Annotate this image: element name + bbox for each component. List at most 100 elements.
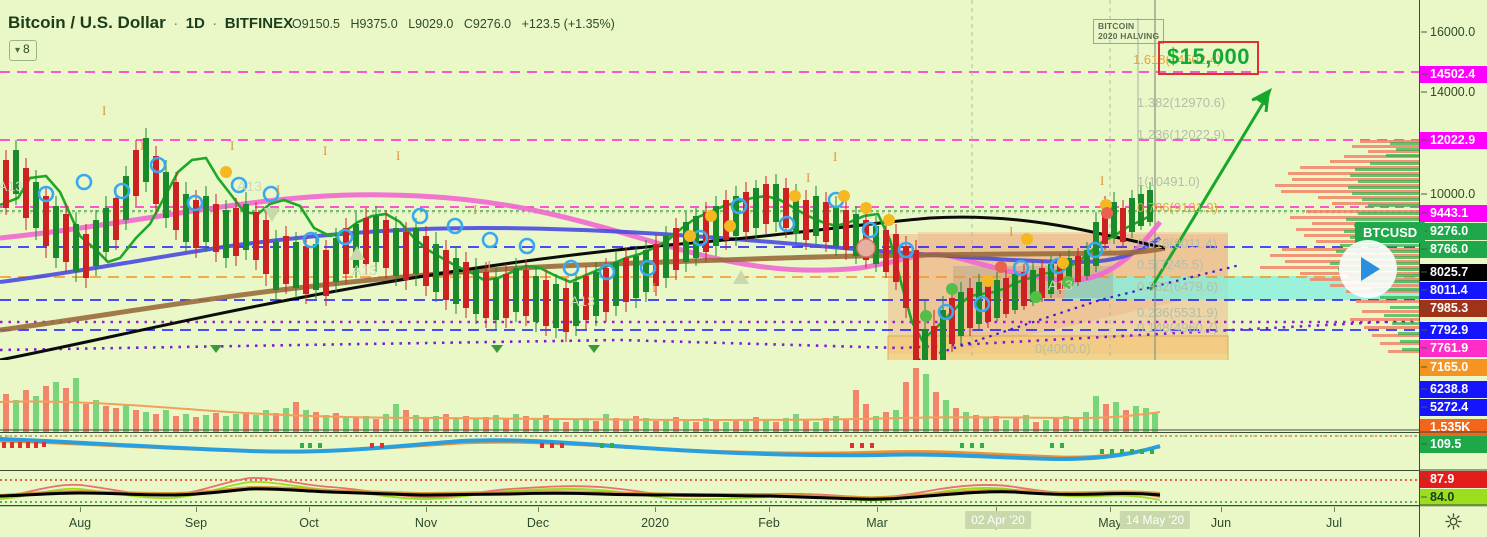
symbol-interval[interactable]: 1D [185, 15, 205, 32]
chart-header: Bitcoin / U.S. Dollar · 1D · BITFINEX O9… [0, 0, 1487, 61]
price-badge-1535k[interactable]: 1.535K [1420, 419, 1487, 436]
svg-text:I: I [140, 138, 144, 153]
legend-separator-2: · [212, 15, 218, 32]
price-badge-7761[interactable]: 7761.9 [1420, 340, 1487, 357]
time-label-sep: Sep [184, 516, 208, 530]
halving-event-label[interactable]: BITCOIN 2020 HALVING [1093, 19, 1165, 44]
play-icon[interactable] [1339, 240, 1397, 298]
gear-icon [1445, 513, 1462, 530]
ind1-blue-line [0, 437, 1161, 462]
price-badge-109[interactable]: 109.5 [1420, 436, 1487, 453]
signal-dots [220, 166, 1113, 322]
price-badge-5272[interactable]: 5272.4 [1420, 399, 1487, 416]
indicator-pane-2[interactable] [0, 470, 1419, 506]
volume-pane[interactable] [0, 360, 1419, 432]
ohlc-close: C9276.0 [463, 17, 512, 31]
time-badge-apr-02[interactable]: 02 Apr '20 [965, 511, 1031, 529]
fib-label-1236: 1.236(12022.9) [1137, 127, 1226, 142]
volume-pane-canvas [0, 368, 1419, 432]
fib-label-0236: 0.236(5531.9) [1137, 305, 1218, 320]
ohlc-low: L9029.0 [408, 17, 454, 31]
symbol-watermark-badge[interactable]: BTCUSD [1355, 222, 1426, 243]
symbol-name[interactable]: Bitcoin / U.S. Dollar [8, 13, 166, 32]
time-scale[interactable]: Aug Sep Oct Nov Dec 2020 Feb Mar Apr May… [0, 506, 1487, 537]
chevron-down-icon: ▾ [15, 45, 21, 56]
play-triangle [1361, 257, 1380, 281]
time-label-jun: Jun [1210, 516, 1232, 530]
indicator-2-canvas [0, 477, 1419, 503]
indicator-pane-1[interactable] [0, 432, 1419, 470]
fib-label-0618: 0.618(8011.4) [1137, 236, 1217, 251]
fib-label-1382: 1.382(12970.6) [1137, 95, 1226, 110]
chart-settings-button[interactable] [1419, 506, 1487, 537]
bar-index-markers: I I I I I I I I I I I I I [102, 103, 1104, 295]
time-badge-may-14[interactable]: 14 May '20 [1119, 511, 1191, 529]
fib-label-1: 1(10491.0) [1137, 174, 1200, 189]
annotation-a13-low: A13 [1048, 277, 1073, 293]
volume-bars [3, 368, 1158, 432]
projection-arrow [1148, 88, 1272, 291]
indicator-count: 8 [23, 42, 30, 56]
halving-line-2: 2020 HALVING [1098, 31, 1160, 41]
price-badge-9443[interactable]: 9443.1 [1420, 205, 1487, 222]
price-pane[interactable]: I I I I I I I I I I I I I [0, 0, 1419, 360]
indicator-1-canvas [0, 435, 1419, 462]
legend-separator-1: · [173, 15, 179, 32]
svg-text:I: I [396, 148, 400, 163]
candlestick-series [3, 128, 1153, 360]
ma-black [0, 215, 1166, 360]
time-label-aug: Aug [68, 516, 92, 530]
svg-text:I: I [102, 103, 106, 118]
price-badge-7792[interactable]: 7792.9 [1420, 322, 1487, 339]
fib-label-1618: 1.618(14502.4) [1133, 52, 1222, 67]
price-badge-6238[interactable]: 6238.8 [1420, 381, 1487, 398]
svg-text:I: I [230, 138, 234, 153]
price-tick-14000: 14000.0 [1430, 85, 1476, 99]
price-scale[interactable]: 16000.0 14502.4 14000.0 12022.9 10000.0 … [1419, 0, 1487, 506]
time-label-nov: Nov [414, 516, 438, 530]
price-badge-8011[interactable]: 8011.4 [1420, 282, 1487, 299]
svg-text:I: I [487, 258, 491, 273]
svg-text:I: I [323, 143, 327, 158]
symbol-exchange[interactable]: BITFINEX [224, 15, 294, 32]
annotation-a13-left: A13 [0, 178, 23, 194]
signal-circles [37, 156, 1104, 321]
price-badge-7985[interactable]: 7985.3 [1420, 300, 1487, 317]
time-label-2020: 2020 [641, 516, 669, 530]
price-badge-8766[interactable]: 8766.0 [1420, 241, 1487, 258]
time-label-feb: Feb [758, 516, 780, 530]
trendline-purple-lower [0, 318, 1419, 352]
symbol-badge-label: BTCUSD [1363, 225, 1418, 240]
ohlc-change: +123.5 (+1.35%) [521, 17, 615, 31]
svg-text:I: I [1009, 224, 1013, 239]
svg-text:I: I [833, 149, 837, 164]
price-target-box[interactable]: $15,000 [1158, 41, 1260, 75]
price-badge-8025[interactable]: 8025.7 [1420, 264, 1487, 281]
volume-ma-line [0, 400, 1161, 422]
time-label-mar: Mar [866, 516, 888, 530]
annotation-a13-extra: A13 [237, 178, 262, 194]
price-badge-87[interactable]: 87.9 [1420, 471, 1487, 488]
halving-line-1: BITCOIN [1098, 21, 1135, 31]
time-label-may: May [1098, 516, 1122, 530]
svg-text:I: I [276, 182, 280, 197]
price-badge-7165[interactable]: 7165.0 [1420, 359, 1487, 376]
ind2-orange-line [0, 485, 1161, 499]
svg-text:I: I [652, 280, 656, 295]
price-badge-last-9276[interactable]: 9276.0 [1420, 223, 1487, 240]
legend-collapse-toggle[interactable]: ▾ 8 [9, 40, 37, 61]
price-badge-12022[interactable]: 12022.9 [1420, 132, 1487, 149]
svg-text:I: I [806, 170, 810, 185]
price-badge-14502[interactable]: 14502.4 [1420, 66, 1487, 83]
ohlc-values: O9150.5 H9375.0 L9029.0 C9276.0 +123.5 (… [292, 17, 622, 31]
price-badge-84[interactable]: 84.0 [1420, 489, 1487, 506]
fib-label-0: 0(4000.0) [1035, 341, 1091, 356]
ind1-histogram [2, 442, 1154, 454]
price-target-label: $15,000 [1167, 44, 1251, 69]
annotation-a13-right: A13 [570, 293, 595, 309]
time-label-dec: Dec [526, 516, 550, 530]
symbol-legend[interactable]: Bitcoin / U.S. Dollar · 1D · BITFINEX [8, 13, 293, 33]
ind2-black-line [0, 487, 1161, 501]
ohlc-open: O9150.5 [292, 17, 340, 31]
annotation-a13-mid: A13 [352, 262, 377, 278]
